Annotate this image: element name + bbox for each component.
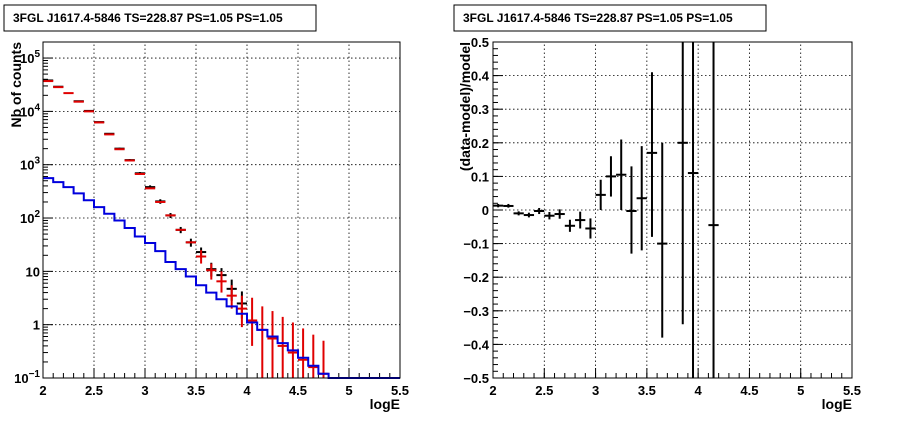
residual-point xyxy=(513,211,524,216)
counts-y-axis-title: Nb of counts xyxy=(8,42,24,128)
model-point xyxy=(196,250,207,264)
residual-point xyxy=(575,211,586,229)
counts-frame xyxy=(42,41,401,379)
x-tick-label: 2.5 xyxy=(535,383,553,398)
model-point xyxy=(318,340,329,378)
counts-grid xyxy=(43,42,400,378)
model-point xyxy=(277,316,288,378)
x-tick-label: 5 xyxy=(797,383,804,398)
y-tick-label: 0 xyxy=(482,203,489,218)
residual-point xyxy=(646,72,658,237)
counts-title: 3FGL J1617.4-5846 TS=228.87 PS=1.05 PS=1… xyxy=(13,11,283,25)
x-tick-label: 3 xyxy=(592,383,599,398)
y-tick-label: −0.4 xyxy=(463,337,489,352)
residual-point xyxy=(687,42,699,378)
x-tick-label: 3 xyxy=(141,383,148,398)
x-tick-label: 4 xyxy=(695,383,703,398)
residual-y-axis-title: (data-model)/model xyxy=(457,42,473,171)
counts-title-box xyxy=(3,4,317,32)
y-tick-label: 0.1 xyxy=(471,169,489,184)
y-tick-label: −0.2 xyxy=(463,270,489,285)
x-tick-label: 3.5 xyxy=(638,383,656,398)
residual-point xyxy=(534,207,545,215)
y-tick-label: 10−1 xyxy=(14,369,40,386)
x-tick-label: 4.5 xyxy=(289,383,307,398)
residual-title-box xyxy=(453,4,767,32)
x-tick-label: 5 xyxy=(345,383,352,398)
residual-point xyxy=(708,42,719,378)
y-tick-label: 103 xyxy=(20,156,40,173)
x-tick-label: 4 xyxy=(243,383,251,398)
residual-tick-labels: 2 2.5 3 3.5 4 4.5 5 5.5 −0.5 −0.4 −0.3 −0.2 −0.1 0 0.1… xyxy=(463,35,861,398)
y-tick-label: 105 xyxy=(20,49,40,66)
y-tick-label: −0.5 xyxy=(463,371,489,386)
residual-point xyxy=(554,209,565,219)
counts-series xyxy=(43,79,400,379)
model-point xyxy=(298,328,309,378)
counts-panel: 3FGL J1617.4-5846 TS=228.87 PS=1.05 PS=1… xyxy=(3,4,409,412)
model-step-line xyxy=(43,177,400,379)
residual-point xyxy=(564,219,576,232)
counts-x-axis-title: logE xyxy=(370,396,400,412)
model-point xyxy=(216,271,227,293)
y-tick-label: 1 xyxy=(33,318,40,333)
model-point xyxy=(206,263,217,280)
residual-point xyxy=(595,179,606,210)
y-tick-label: 102 xyxy=(20,209,40,226)
residual-point xyxy=(677,42,688,325)
model-point xyxy=(236,295,247,328)
x-tick-label: 2 xyxy=(489,383,496,398)
residual-point xyxy=(585,218,596,239)
residual-frame xyxy=(492,41,853,379)
x-tick-label: 2.5 xyxy=(85,383,103,398)
y-tick-label: −0.3 xyxy=(463,304,489,319)
counts-ticks xyxy=(42,57,401,379)
residual-point xyxy=(616,139,627,210)
residual-panel: 3FGL J1617.4-5846 TS=228.87 PS=1.05 PS=1… xyxy=(453,4,861,412)
y-tick-label: 0.5 xyxy=(471,35,489,50)
residual-point xyxy=(605,156,617,197)
y-tick-label: −0.1 xyxy=(463,237,489,252)
y-tick-label: 0.2 xyxy=(471,136,489,151)
x-tick-label: 5.5 xyxy=(391,383,409,398)
model-point xyxy=(257,306,268,378)
residual-point xyxy=(636,146,647,251)
model-point xyxy=(308,334,319,378)
residual-series xyxy=(493,42,719,378)
residual-x-axis-title: logE xyxy=(822,396,852,412)
x-tick-label: 3.5 xyxy=(187,383,205,398)
residual-point xyxy=(626,166,637,254)
x-tick-label: 5.5 xyxy=(843,383,861,398)
residual-grid xyxy=(493,42,852,378)
counts-tick-labels: 2 2.5 3 3.5 4 4.5 5 5.5 10−1 1 10 102 103 104 105 xyxy=(14,49,409,398)
residual-point xyxy=(523,212,535,218)
residual-point xyxy=(493,203,504,208)
y-tick-label: 104 xyxy=(20,102,40,119)
y-tick-label: 0.3 xyxy=(471,102,489,117)
residual-point xyxy=(657,142,668,338)
model-point xyxy=(267,311,278,378)
residual-point xyxy=(503,203,514,208)
residual-point xyxy=(544,212,555,220)
x-tick-label: 2 xyxy=(39,383,46,398)
y-tick-label: 0.4 xyxy=(471,69,490,84)
y-tick-label: 10 xyxy=(26,264,40,279)
x-tick-label: 4.5 xyxy=(740,383,758,398)
model-point xyxy=(226,285,237,309)
residual-title: 3FGL J1617.4-5846 TS=228.87 PS=1.05 PS=1… xyxy=(463,11,733,25)
